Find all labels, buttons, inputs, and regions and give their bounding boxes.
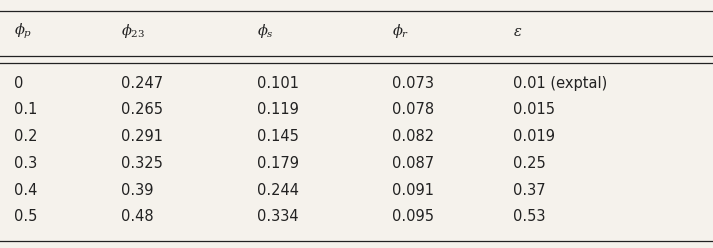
- Text: 0.48: 0.48: [121, 210, 154, 224]
- Text: $\epsilon$: $\epsilon$: [513, 24, 523, 38]
- Text: $\phi_{23}$: $\phi_{23}$: [121, 22, 145, 40]
- Text: 0.37: 0.37: [513, 183, 546, 198]
- Text: 0.019: 0.019: [513, 129, 555, 144]
- Text: 0.2: 0.2: [14, 129, 38, 144]
- Text: 0.078: 0.078: [392, 102, 434, 117]
- Text: 0.095: 0.095: [392, 210, 434, 224]
- Text: 0.5: 0.5: [14, 210, 38, 224]
- Text: 0.4: 0.4: [14, 183, 38, 198]
- Text: $\phi_s$: $\phi_s$: [257, 22, 274, 40]
- Text: 0.145: 0.145: [257, 129, 299, 144]
- Text: 0.334: 0.334: [257, 210, 298, 224]
- Text: 0: 0: [14, 76, 24, 91]
- Text: 0.265: 0.265: [121, 102, 163, 117]
- Text: 0.087: 0.087: [392, 156, 434, 171]
- Text: 0.39: 0.39: [121, 183, 154, 198]
- Text: 0.325: 0.325: [121, 156, 163, 171]
- Text: 0.244: 0.244: [257, 183, 299, 198]
- Text: 0.101: 0.101: [257, 76, 299, 91]
- Text: 0.119: 0.119: [257, 102, 299, 117]
- Text: 0.1: 0.1: [14, 102, 38, 117]
- Text: 0.073: 0.073: [392, 76, 434, 91]
- Text: 0.179: 0.179: [257, 156, 299, 171]
- Text: 0.53: 0.53: [513, 210, 546, 224]
- Text: 0.01 (exptal): 0.01 (exptal): [513, 76, 607, 91]
- Text: 0.082: 0.082: [392, 129, 434, 144]
- Text: 0.091: 0.091: [392, 183, 434, 198]
- Text: 0.015: 0.015: [513, 102, 555, 117]
- Text: $\phi_r$: $\phi_r$: [392, 22, 409, 40]
- Text: 0.291: 0.291: [121, 129, 163, 144]
- Text: 0.25: 0.25: [513, 156, 546, 171]
- Text: 0.3: 0.3: [14, 156, 38, 171]
- Text: 0.247: 0.247: [121, 76, 163, 91]
- Text: $\phi_p$: $\phi_p$: [14, 21, 33, 41]
